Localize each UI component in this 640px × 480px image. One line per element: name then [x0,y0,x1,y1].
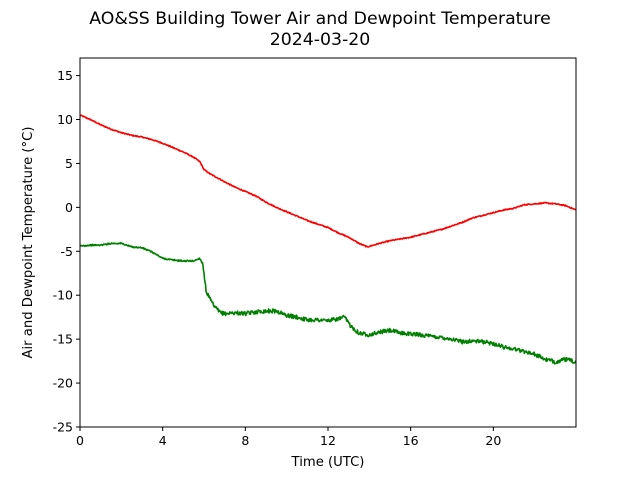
x-tick-label: 0 [76,433,84,448]
x-axis-ticks: 0 4 8 12 16 20 [76,427,501,448]
y-tick-label: 0 [65,200,73,215]
y-tick-label: 15 [57,68,73,83]
chart-subtitle: 2024-03-20 [270,30,370,50]
x-tick-label: 12 [320,433,336,448]
y-tick-label: -10 [53,288,73,303]
y-axis-label: Air and Dewpoint Temperature (°C) [21,127,36,359]
x-tick-label: 20 [485,433,501,448]
series-layer [80,114,576,365]
y-tick-label: 10 [57,112,73,127]
y-tick-label: 5 [65,156,73,171]
chart-title: AO&SS Building Tower Air and Dewpoint Te… [89,9,551,29]
x-tick-label: 4 [159,433,167,448]
x-tick-label: 16 [403,433,419,448]
y-tick-label: -25 [53,420,73,435]
y-tick-label: -15 [53,332,73,347]
y-axis-ticks: -25 -20 -15 -10 -5 0 5 10 15 [53,68,80,435]
y-tick-label: -5 [61,244,73,259]
plot-frame [79,57,577,428]
dewpoint-temperature-line [80,241,576,365]
air-temperature-line [80,114,576,248]
x-tick-label: 8 [241,433,249,448]
x-axis-label: Time (UTC) [291,455,365,470]
y-tick-label: -20 [53,376,73,391]
